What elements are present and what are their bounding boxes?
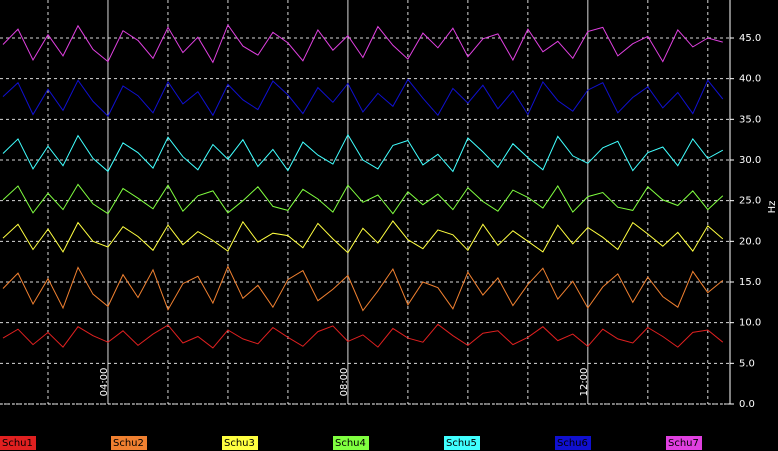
legend-label: Schu4 xyxy=(335,438,366,449)
legend-label: Schu2 xyxy=(113,438,144,449)
y-tick-label: 25.0 xyxy=(739,196,761,207)
legend-swatch xyxy=(0,436,36,450)
legend-label: Schu3 xyxy=(224,438,255,449)
series-line xyxy=(2,183,724,215)
legend-swatch xyxy=(444,436,480,450)
y-tick-label: 40.0 xyxy=(739,74,761,85)
x-tick-label: 08:00 xyxy=(339,368,350,397)
series-line xyxy=(2,133,724,173)
legend-swatch xyxy=(222,436,258,450)
x-tick-label: 04:00 xyxy=(99,368,110,397)
legend-label: Schu5 xyxy=(446,438,477,449)
y-tick-label: 30.0 xyxy=(739,155,761,166)
legend-swatch xyxy=(666,436,702,450)
series-line xyxy=(2,265,724,312)
legend-label: Schu1 xyxy=(2,438,33,449)
series-line xyxy=(2,323,724,349)
legend-label: Schu7 xyxy=(668,438,699,449)
series-line xyxy=(2,220,724,254)
y-tick-label: 35.0 xyxy=(739,114,761,125)
legend-swatch xyxy=(333,436,369,450)
series-line xyxy=(2,78,724,117)
y-tick-label: 10.0 xyxy=(739,318,761,329)
x-tick-label: 12:00 xyxy=(579,368,590,397)
legend-swatch xyxy=(111,436,147,450)
series-line xyxy=(2,23,723,64)
legend-swatch xyxy=(555,436,591,450)
y-axis-label: Hz xyxy=(767,201,778,214)
y-tick-label: 0.0 xyxy=(739,399,755,410)
y-tick-label: 45.0 xyxy=(739,33,761,44)
legend-label: Schu6 xyxy=(557,438,588,449)
y-tick-label: 5.0 xyxy=(739,358,755,369)
y-tick-label: 20.0 xyxy=(739,236,761,247)
y-tick-label: 15.0 xyxy=(739,277,761,288)
